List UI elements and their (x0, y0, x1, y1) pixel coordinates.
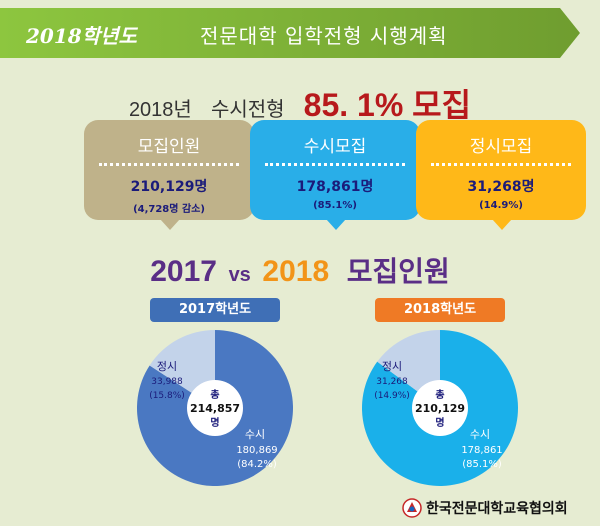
pie-label-susi-value: 180,869 (236, 445, 277, 456)
card-subtext: (85.1%) (313, 200, 357, 211)
headline-percent: 85. 1% 모집 (303, 87, 472, 123)
card-jeongsi-recruitment: 정시모집 31,268명 (14.9%) (416, 120, 586, 230)
pie-label-jeongsi-pct: (14.9%) (374, 391, 410, 401)
card-divider (431, 163, 571, 166)
kcce-logo-icon (402, 498, 422, 518)
card-title: 모집인원 (137, 137, 201, 157)
pie-center-circle (187, 380, 243, 436)
banner-title: 전문대학 입학전형 시행계획 (200, 24, 448, 48)
pie-center-unit: 명 (435, 416, 444, 429)
pie-title-2017: 2017학년도 (150, 298, 280, 322)
card-value: 178,861명 (296, 179, 374, 195)
banner-year: 2018학년도 (26, 24, 137, 48)
card-subtext: (4,728명 감소) (133, 204, 205, 215)
headline-year: 2018년 (128, 99, 192, 121)
headline-label: 수시전형 (210, 99, 285, 121)
pie-label-jeongsi-value: 33,988 (151, 377, 183, 387)
card-value: 210,129명 (130, 179, 208, 195)
pie-title-2018: 2018학년도 (375, 298, 505, 322)
pie-label-susi-name: 수시 (245, 428, 265, 441)
card-divider (99, 163, 239, 166)
pie-center-value: 214,857 (190, 402, 240, 415)
pie-center-label: 총 (435, 388, 444, 401)
compare-year-b: 2018 (262, 255, 330, 288)
card-susi-recruitment: 수시모집 178,861명 (85.1%) (250, 120, 420, 230)
card-value: 31,268명 (467, 179, 535, 195)
footer: 한국전문대학교육협의회 (402, 496, 568, 520)
card-total-recruitment: 모집인원 210,129명 (4,728명 감소) (84, 120, 254, 230)
pie-center-unit: 명 (210, 416, 219, 429)
compare-label: 모집인원 (346, 255, 450, 288)
pie-label-susi-pct: (85.1%) (462, 459, 502, 470)
headline: 2018년 수시전형 85. 1% 모집 (0, 80, 600, 126)
pie-label-susi-pct: (84.2%) (237, 459, 277, 470)
pie-label-jeongsi-name: 정시 (382, 360, 402, 373)
compare-vs: vs (228, 264, 251, 286)
card-subtext: (14.9%) (479, 200, 523, 211)
card-title: 정시모집 (469, 137, 533, 157)
pie-label-jeongsi-name: 정시 (157, 360, 177, 373)
comparison-heading: 2017 vs 2018 모집인원 (0, 250, 600, 290)
card-divider (265, 163, 405, 166)
pie-center-value: 210,129 (415, 402, 465, 415)
title-banner (0, 8, 580, 58)
pie-center-circle (412, 380, 468, 436)
pie-center-label: 총 (210, 388, 219, 401)
compare-year-a: 2017 (150, 255, 217, 288)
pie-label-jeongsi-pct: (15.8%) (149, 391, 185, 401)
pie-label-susi-name: 수시 (470, 428, 490, 441)
card-title: 수시모집 (303, 137, 367, 157)
pie-label-susi-value: 178,861 (461, 445, 502, 456)
pie-label-jeongsi-value: 31,268 (376, 377, 408, 387)
organization-name: 한국전문대학교육협의회 (426, 501, 568, 517)
